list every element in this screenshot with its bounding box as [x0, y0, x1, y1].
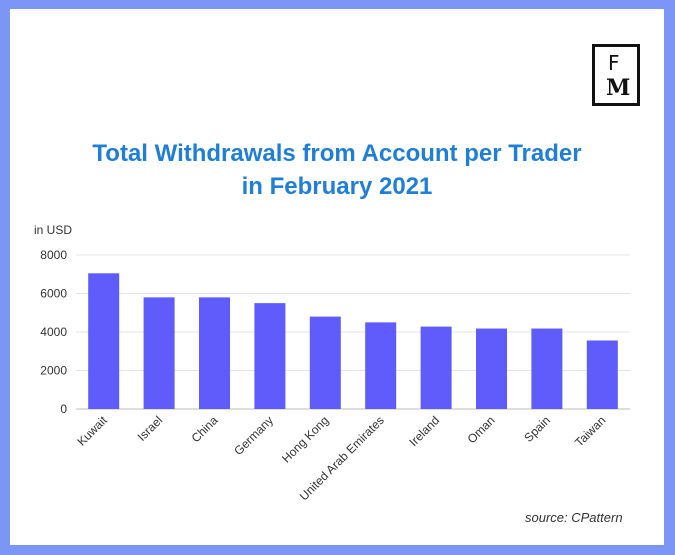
y-tick-label: 8000 [40, 248, 67, 262]
chart-title-line-2: in February 2021 [241, 173, 433, 200]
y-axis-unit-label: in USD [34, 223, 73, 237]
bar [531, 328, 563, 409]
x-tick-label: China [189, 413, 221, 445]
x-tick-label: Spain [521, 413, 553, 445]
chart-title-line-1: Total Withdrawals from Account per Trade… [92, 140, 582, 167]
bar [254, 303, 286, 409]
x-tick-label: Kuwait [74, 413, 110, 449]
x-tick-label: Germany [231, 413, 276, 458]
chart-card: F M Total Withdrawals from Account per T… [10, 9, 664, 545]
y-tick-label: 0 [60, 402, 67, 416]
bar [365, 322, 397, 409]
x-tick-label: Hong Kong [279, 413, 331, 465]
fm-logo: F M [592, 44, 640, 106]
y-tick-label: 4000 [40, 325, 67, 339]
logo-letter-f: F [608, 51, 620, 75]
y-tick-label: 2000 [40, 364, 67, 378]
source-label: source: CPattern [525, 510, 623, 525]
bar [143, 297, 175, 409]
bar [199, 297, 230, 409]
y-tick-label: 6000 [40, 287, 67, 301]
bar [88, 273, 120, 409]
x-tick-label: Taiwan [572, 413, 608, 449]
bar [309, 316, 341, 409]
bar-chart: 0 2000 4000 6000 8000 Kuwait Israel China German… [40, 248, 630, 503]
x-tick-label: Israel [135, 413, 166, 444]
bar [476, 328, 507, 409]
chart-title: Total Withdrawals from Account per Trade… [10, 137, 664, 203]
bar [586, 340, 618, 409]
x-tick-label: Oman [465, 413, 498, 446]
x-tick-label: Ireland [406, 413, 442, 449]
bar [420, 326, 452, 409]
logo-letter-m: M [606, 75, 631, 101]
